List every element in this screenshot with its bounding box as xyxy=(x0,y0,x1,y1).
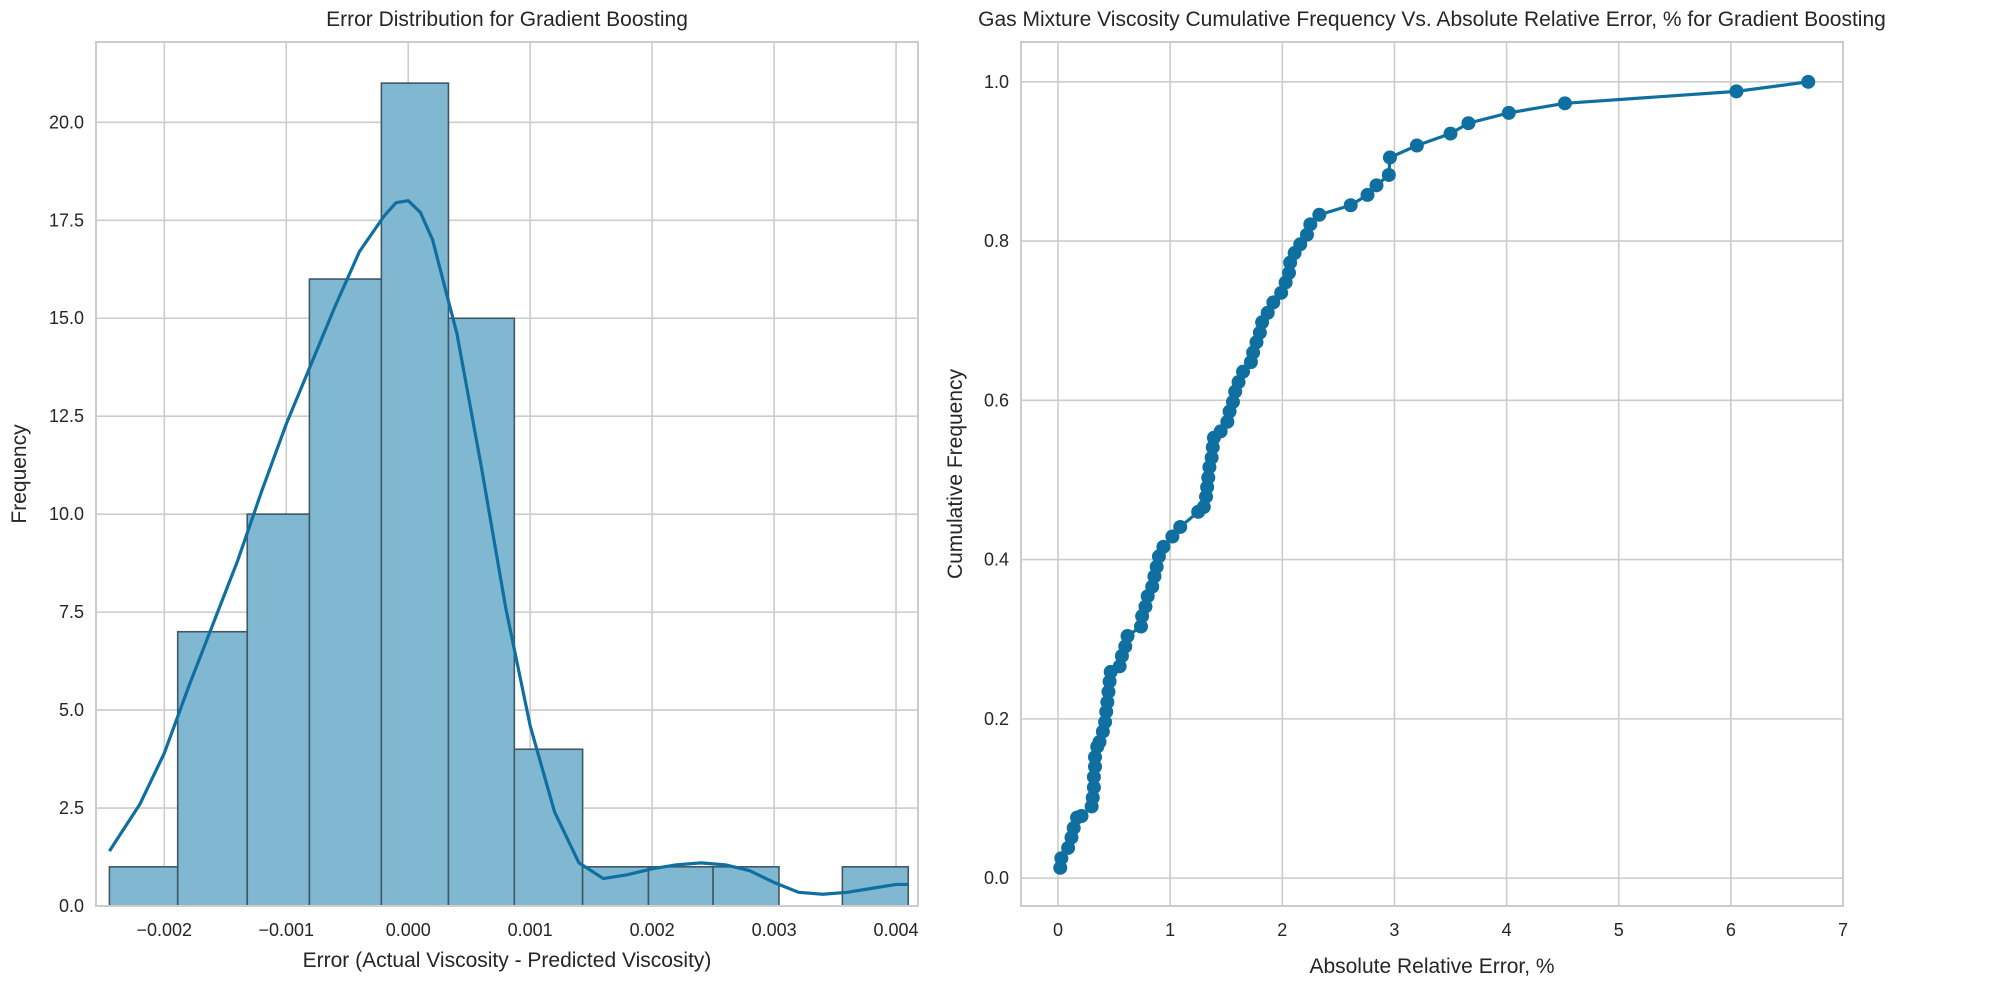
histogram-bar xyxy=(447,317,516,907)
cumulative-y-axis-label: Cumulative Frequency xyxy=(944,368,967,579)
y-tick-label: 2.5 xyxy=(59,798,84,818)
x-tick-label: 0.000 xyxy=(386,920,431,940)
cumulative-title: Gas Mixture Viscosity Cumulative Frequen… xyxy=(978,8,1886,31)
data-point xyxy=(1303,217,1318,232)
x-tick-label: 4 xyxy=(1502,920,1512,940)
y-tick-label: 10.0 xyxy=(49,504,84,524)
histogram-bar xyxy=(513,748,584,907)
histogram-panel: −0.002 −0.001 0.000 0.001 0.002 0.003 0.004 0.… xyxy=(8,8,919,972)
x-tick-label: 5 xyxy=(1614,920,1624,940)
x-tick-label: 0.001 xyxy=(508,920,553,940)
y-tick-label: 5.0 xyxy=(59,700,84,720)
data-point xyxy=(1282,265,1297,280)
data-point xyxy=(1369,178,1384,193)
data-point xyxy=(1156,539,1171,554)
y-tick-label: 0.6 xyxy=(984,390,1009,410)
data-point xyxy=(1557,96,1572,111)
data-point xyxy=(1086,780,1101,795)
data-point xyxy=(1074,809,1089,824)
x-tick-label: −0.002 xyxy=(137,920,193,940)
data-point xyxy=(1236,364,1251,379)
data-point xyxy=(1312,207,1327,222)
y-tick-label: 1.0 xyxy=(984,72,1009,92)
x-tick-label: 3 xyxy=(1389,920,1399,940)
data-point xyxy=(1266,295,1281,310)
cumulative-line xyxy=(1058,80,1809,868)
data-point xyxy=(1461,116,1476,131)
data-point xyxy=(1054,851,1069,866)
cumulative-line-layer xyxy=(1058,80,1809,868)
x-tick-label: −0.001 xyxy=(258,920,314,940)
data-point xyxy=(1098,715,1113,730)
histogram-bar xyxy=(246,513,311,907)
y-tick-label: 12.5 xyxy=(49,406,84,426)
cumulative-panel: 0 1 2 3 4 5 6 7 0.0 0.2 0.4 0.6 0.8 1.0 Gas Mixture … xyxy=(944,8,1886,978)
y-tick-label: 0.0 xyxy=(59,896,84,916)
data-point xyxy=(1085,790,1100,805)
y-tick-label: 15.0 xyxy=(49,308,84,328)
y-tick-label: 7.5 xyxy=(59,602,84,622)
x-tick-label: 1 xyxy=(1165,920,1175,940)
histogram-bar xyxy=(647,866,714,907)
data-point xyxy=(1204,450,1219,465)
y-tick-label: 0.0 xyxy=(984,868,1009,888)
histogram-bar xyxy=(308,278,383,907)
histogram-title: Error Distribution for Gradient Boosting xyxy=(326,8,688,31)
data-point xyxy=(1381,167,1396,182)
x-tick-label: 6 xyxy=(1726,920,1736,940)
x-tick-label: 0.003 xyxy=(752,920,797,940)
cumulative-y-ticks: 0.0 0.2 0.4 0.6 0.8 1.0 xyxy=(984,72,1009,888)
data-point xyxy=(1443,126,1458,141)
data-point xyxy=(1100,695,1115,710)
y-tick-label: 0.2 xyxy=(984,709,1009,729)
data-point xyxy=(1086,769,1101,784)
x-tick-label: 2 xyxy=(1277,920,1287,940)
data-point xyxy=(1501,105,1516,120)
y-tick-label: 20.0 xyxy=(49,112,84,132)
histogram-x-axis-label: Error (Actual Viscosity - Predicted Visc… xyxy=(303,949,712,972)
data-point xyxy=(1801,74,1816,89)
y-tick-label: 0.8 xyxy=(984,231,1009,251)
x-tick-label: 0 xyxy=(1053,920,1063,940)
kde-curve-layer xyxy=(108,199,909,896)
histogram-bar xyxy=(176,630,249,907)
data-point xyxy=(1360,187,1375,202)
histogram-y-ticks: 0.0 2.5 5.0 7.5 10.0 12.5 15.0 17.5 20.0 xyxy=(49,112,84,916)
x-tick-label: 0.004 xyxy=(874,920,919,940)
histogram-y-axis-label: Frequency xyxy=(8,424,31,524)
cumulative-points xyxy=(1053,74,1816,875)
y-tick-label: 17.5 xyxy=(49,210,84,230)
x-tick-label: 7 xyxy=(1838,920,1848,940)
data-point xyxy=(1133,619,1148,634)
x-tick-label: 0.002 xyxy=(630,920,675,940)
cumulative-x-axis-label: Absolute Relative Error, % xyxy=(1309,955,1554,978)
histogram-x-ticks: −0.002 −0.001 0.000 0.001 0.002 0.003 0.004 xyxy=(137,920,919,940)
cumulative-x-ticks: 0 1 2 3 4 5 6 7 xyxy=(1053,920,1848,940)
data-point xyxy=(1729,84,1744,99)
data-point xyxy=(1173,519,1188,534)
data-point xyxy=(1382,150,1397,165)
data-point xyxy=(1120,629,1135,644)
histogram-bar xyxy=(108,866,179,907)
data-point xyxy=(1101,684,1116,699)
data-point xyxy=(1343,198,1358,213)
data-point xyxy=(1260,305,1275,320)
histogram-frame xyxy=(95,41,919,907)
cumulative-frame xyxy=(1020,41,1844,907)
data-point xyxy=(1409,138,1424,153)
histogram-bars xyxy=(108,82,910,907)
histogram-bar xyxy=(712,866,780,907)
data-point xyxy=(1165,529,1180,544)
data-point xyxy=(1201,470,1216,485)
cumulative-grid xyxy=(1021,42,1844,906)
y-tick-label: 0.4 xyxy=(984,550,1009,570)
kde-curve xyxy=(108,199,909,896)
